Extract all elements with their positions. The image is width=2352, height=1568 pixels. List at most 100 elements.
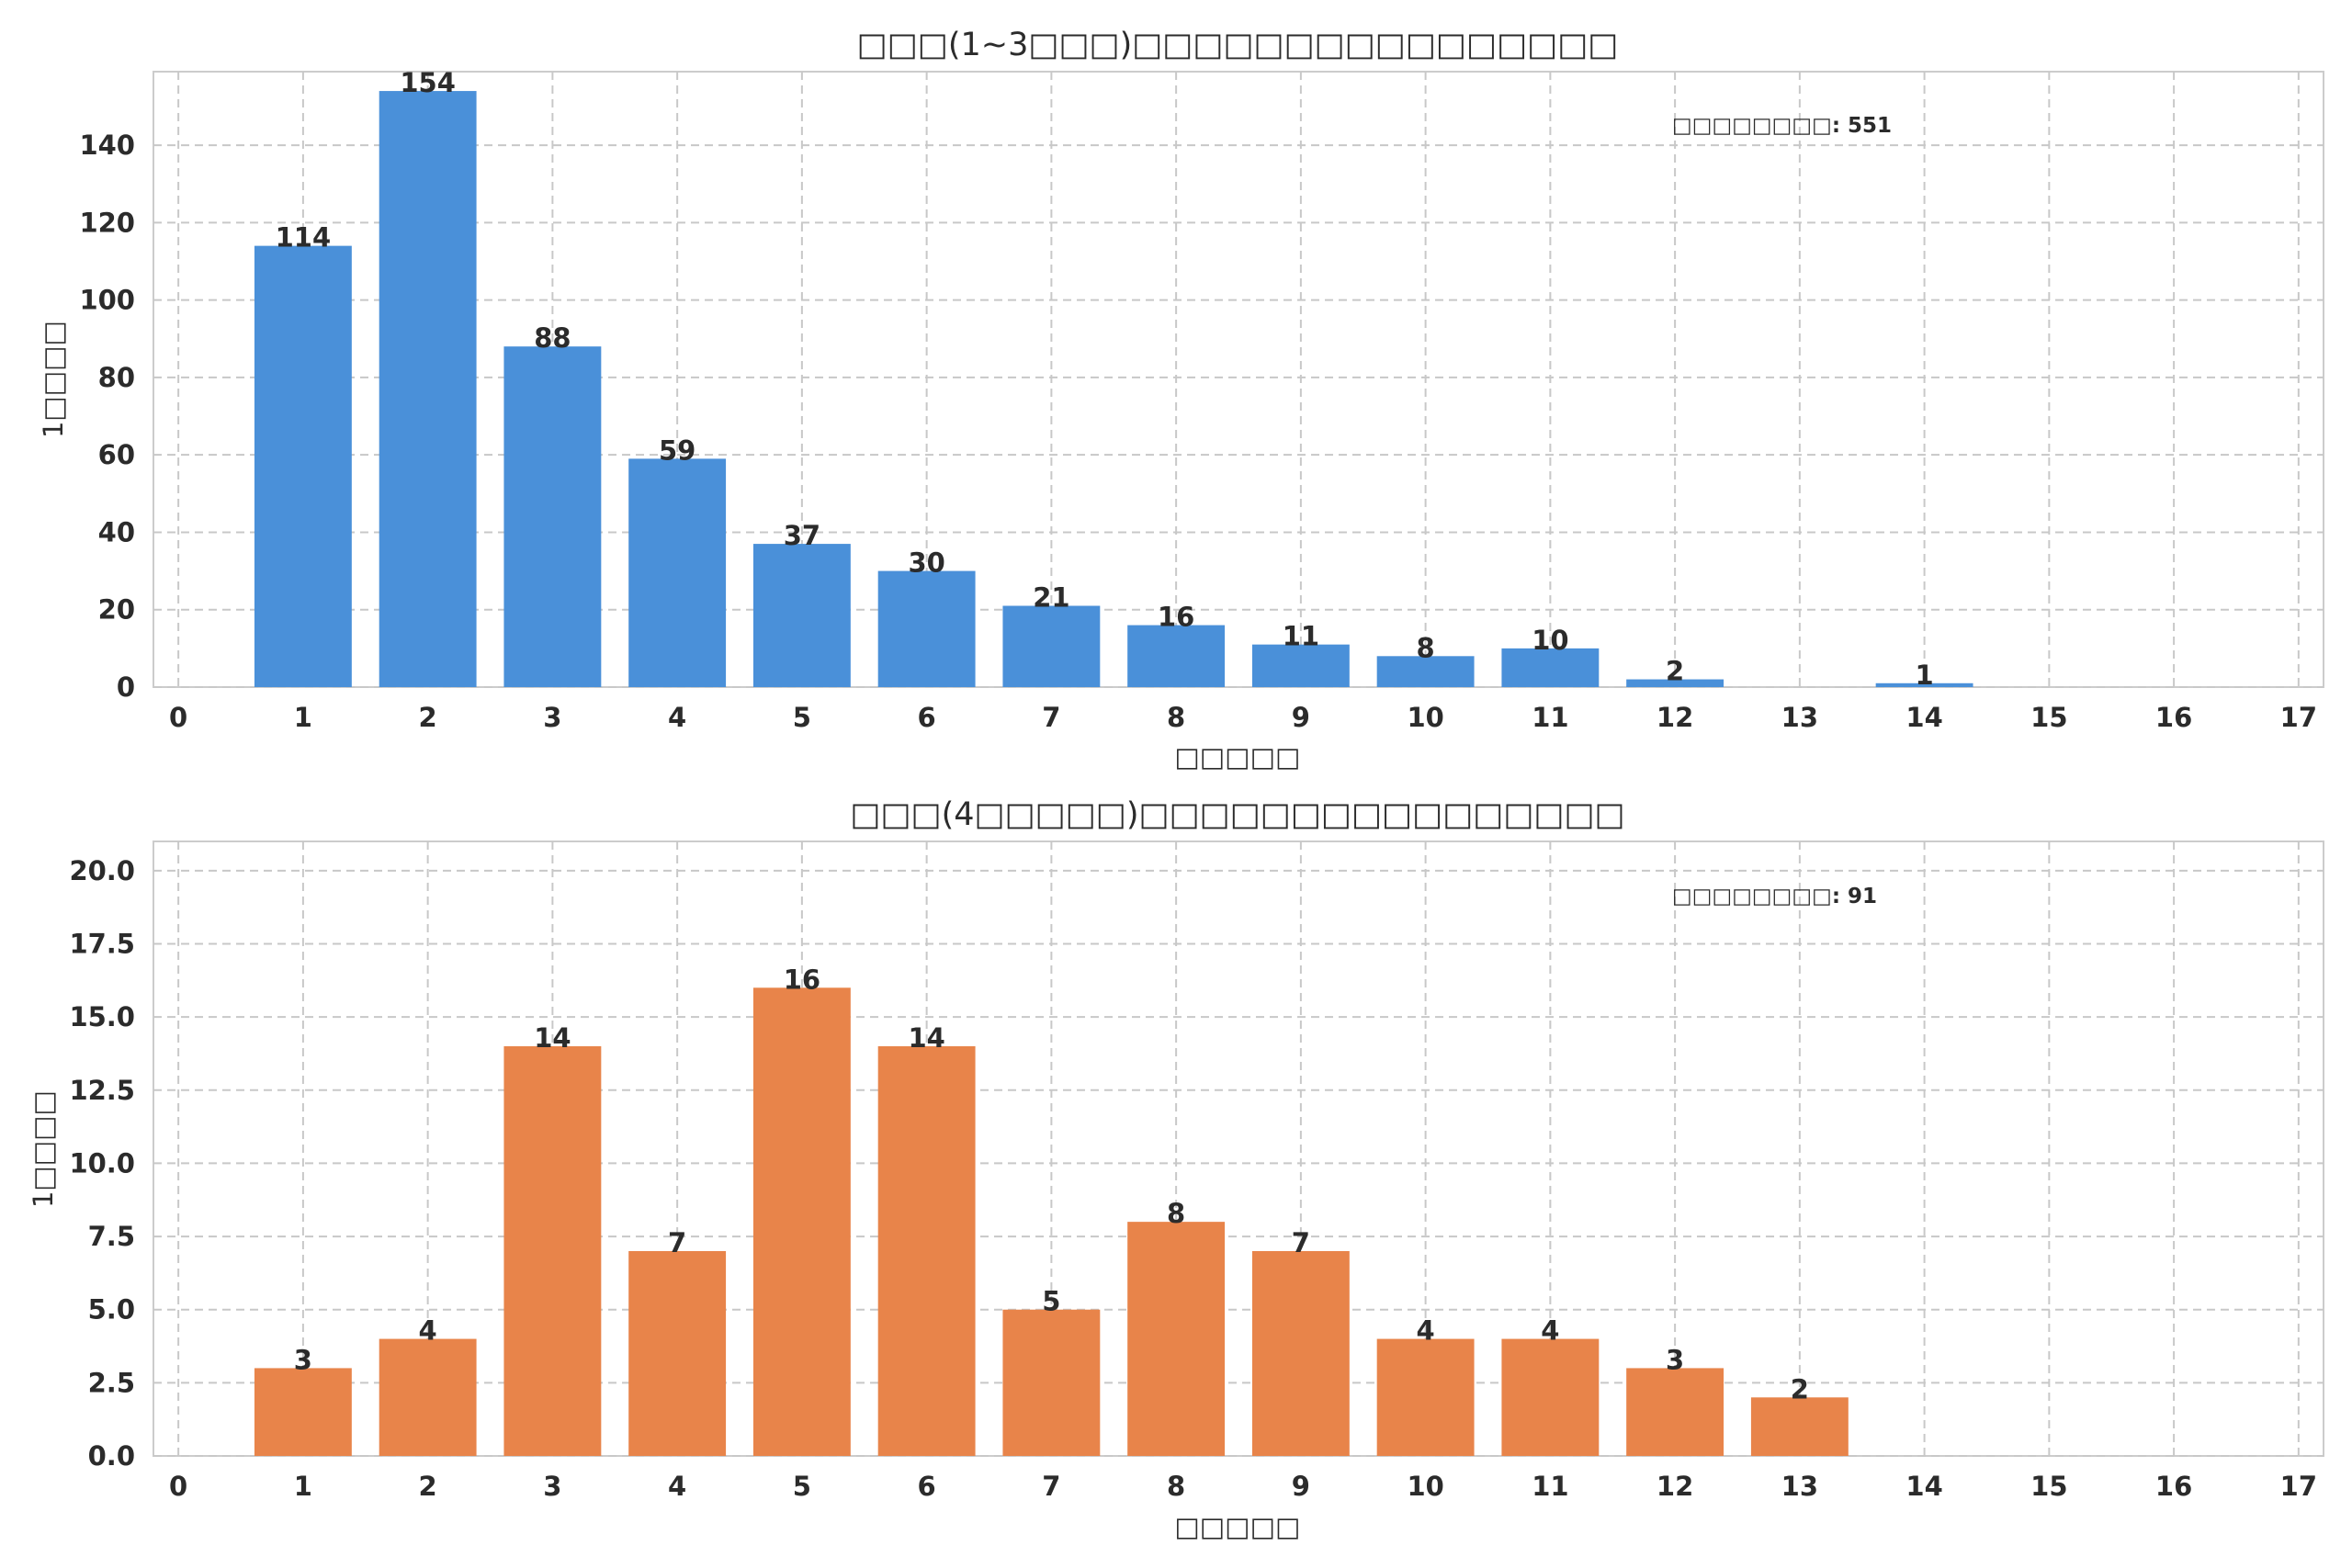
y-tick-label: 140	[79, 130, 135, 161]
bar	[1002, 605, 1101, 687]
x-tick-label: 13	[1781, 702, 1818, 733]
bar-value-label: 114	[276, 222, 332, 254]
bar-value-label: 1	[1916, 660, 1934, 691]
x-tick-label: 3	[543, 702, 561, 733]
bar	[1376, 1338, 1475, 1456]
bar-value-label: 11	[1283, 621, 1319, 652]
grid-lines	[153, 72, 2324, 688]
x-tick-label: 9	[1292, 1471, 1310, 1502]
bar	[254, 1368, 352, 1456]
x-axis-title: □□□□□	[1175, 1511, 1301, 1542]
x-tick-label: 14	[1905, 702, 1942, 733]
plot-frame	[153, 71, 2324, 688]
y-tick-label: 20	[98, 594, 135, 626]
x-tick-label: 12	[1657, 1471, 1693, 1502]
y-tick-label: 5.0	[88, 1294, 135, 1325]
bar-value-label: 2	[1791, 1373, 1809, 1404]
y-tick-label: 80	[98, 362, 135, 393]
bar-value-label: 16	[784, 964, 820, 995]
bar	[1626, 1368, 1724, 1456]
x-tick-label: 14	[1905, 1471, 1942, 1502]
bar-value-label: 37	[784, 520, 820, 551]
bar	[379, 1338, 477, 1456]
x-tick-label: 4	[668, 702, 686, 733]
bar	[1750, 1397, 1849, 1456]
bar-value-label: 7	[668, 1227, 686, 1258]
y-tick-label: 60	[98, 439, 135, 470]
x-tick-label: 9	[1292, 702, 1310, 733]
x-tick-label: 11	[1532, 702, 1568, 733]
y-tick-label: 17.5	[69, 929, 135, 960]
bar-value-label: 10	[1532, 625, 1568, 656]
y-tick-label: 2.5	[88, 1367, 135, 1398]
bar	[503, 1046, 602, 1456]
x-tick-label: 7	[1042, 702, 1060, 733]
x-tick-label: 0	[169, 702, 187, 733]
bar	[752, 987, 851, 1456]
y-tick-labels: 0 20 40 60 80 100 120 140	[79, 130, 135, 703]
y-tick-label: 10.0	[69, 1147, 135, 1179]
y-tick-label: 40	[98, 516, 135, 547]
x-tick-labels: 0 1 2 3 4 5 6 7 8 9 10 11 12 13 14 15 16 17	[169, 1471, 2317, 1502]
x-tick-label: 17	[2280, 702, 2317, 733]
bar	[877, 570, 976, 687]
x-tick-label: 2	[419, 1471, 437, 1502]
x-tick-label: 0	[169, 1471, 187, 1502]
bar-value-label: 30	[908, 547, 944, 579]
bar	[628, 1251, 727, 1456]
x-tick-label: 4	[668, 1471, 686, 1502]
x-tick-label: 5	[793, 1471, 811, 1502]
x-tick-label: 16	[2155, 702, 2192, 733]
bar	[1251, 1251, 1350, 1456]
bar-value-label: 2	[1666, 656, 1684, 687]
plot-frame	[153, 840, 2324, 1457]
y-tick-label: 15.0	[69, 1001, 135, 1032]
x-tick-label: 3	[543, 1471, 561, 1502]
y-tick-label: 120	[79, 207, 135, 238]
x-tick-label: 2	[419, 702, 437, 733]
bar	[752, 544, 851, 687]
bar-value-label: 14	[534, 1022, 571, 1054]
x-tick-labels: 0 1 2 3 4 5 6 7 8 9 10 11 12 13 14 15 16 17	[169, 702, 2317, 733]
bar	[1501, 1338, 1600, 1456]
x-tick-label: 8	[1167, 1471, 1185, 1502]
y-axis-title: 1□□□□	[28, 1090, 59, 1208]
y-tick-label: 0.0	[88, 1440, 135, 1472]
x-tick-label: 12	[1657, 702, 1693, 733]
bar-value-label: 4	[1541, 1315, 1559, 1347]
x-tick-label: 10	[1407, 702, 1443, 733]
x-tick-label: 1	[294, 702, 312, 733]
x-tick-label: 10	[1407, 1471, 1443, 1502]
x-tick-label: 15	[2030, 702, 2067, 733]
x-tick-label: 5	[793, 702, 811, 733]
bar	[503, 346, 602, 687]
x-tick-label: 7	[1042, 1471, 1060, 1502]
bar	[628, 458, 727, 687]
x-axis-title: □□□□□	[1175, 741, 1301, 773]
x-tick-label: 1	[294, 1471, 312, 1502]
bars	[254, 987, 1849, 1456]
x-tick-label: 8	[1167, 702, 1185, 733]
y-tick-label: 12.5	[69, 1075, 135, 1106]
x-tick-label: 6	[918, 702, 936, 733]
bar	[1251, 644, 1350, 687]
grid-lines	[153, 841, 2324, 1457]
x-tick-label: 15	[2030, 1471, 2067, 1502]
bar-value-label: 154	[400, 67, 456, 98]
total-annotation: □□□□□□□□: 91	[1672, 885, 1877, 908]
bar-value-label: 88	[534, 322, 571, 354]
y-tick-label: 100	[79, 285, 135, 316]
bar-value-label: 21	[1033, 582, 1069, 614]
x-tick-label: 13	[1781, 1471, 1818, 1502]
bar-value-labels: 3 4 14 7 16 14 5 8 7 4 4 3 2	[294, 964, 1809, 1404]
bar	[1127, 625, 1226, 687]
bar-value-label: 16	[1158, 602, 1194, 633]
chart-panel-bottom: □□□(4□□□□□)□□□□□□□□□□□□□□□□ 341471614587…	[28, 796, 2324, 1542]
x-tick-label: 17	[2280, 1471, 2317, 1502]
chart-title: □□□(4□□□□□)□□□□□□□□□□□□□□□□	[850, 796, 1624, 833]
bar-value-label: 7	[1292, 1227, 1310, 1258]
x-tick-label: 6	[918, 1471, 936, 1502]
bar	[1376, 656, 1475, 687]
bar-value-label: 4	[1417, 1315, 1435, 1347]
